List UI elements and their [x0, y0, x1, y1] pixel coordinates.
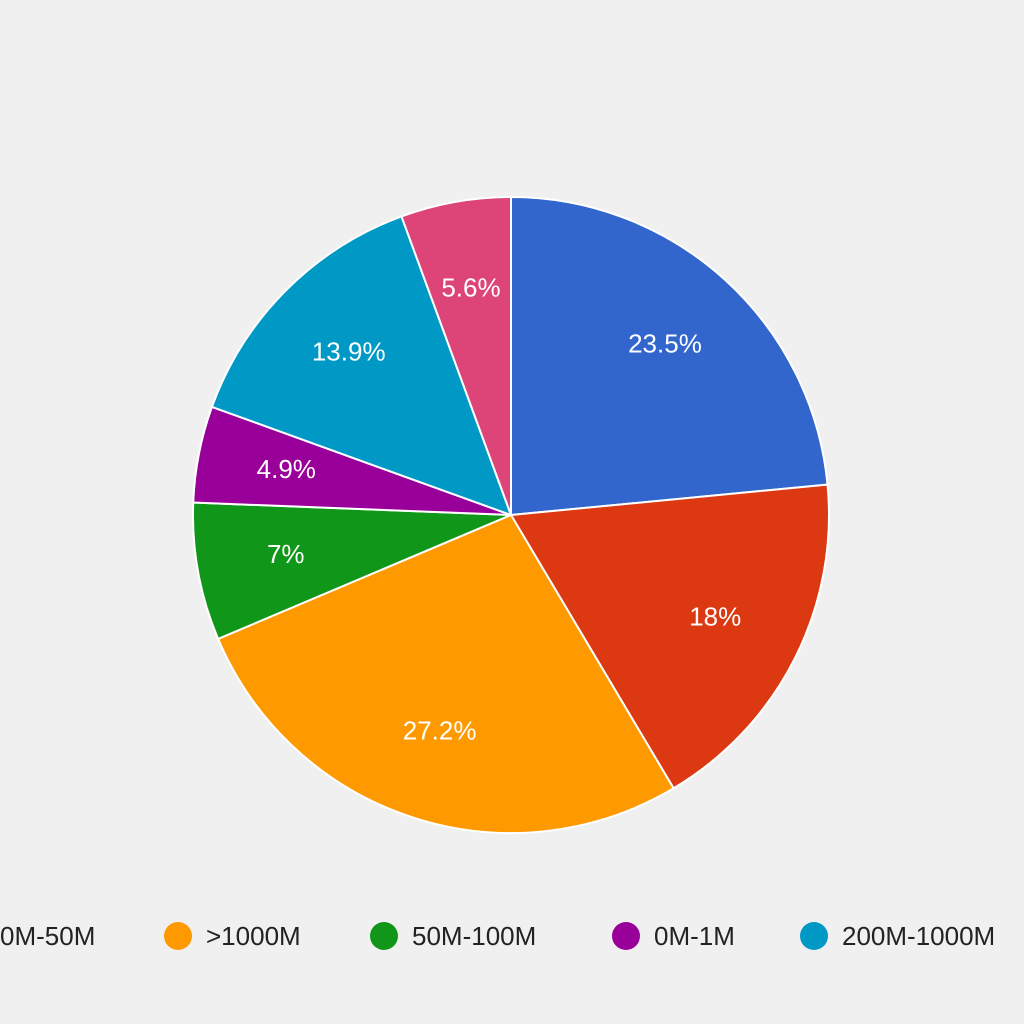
pie-slice-5[interactable] — [210, 215, 513, 517]
legend: 0M-50M >1000M 50M-100M 0M-1M 200M-1000M — [0, 912, 1024, 960]
slice-label-2: 27.2% — [403, 715, 477, 745]
slice-label-6: 5.6% — [441, 272, 500, 302]
slice-label-4: 4.9% — [257, 454, 316, 484]
slice-label-0: 23.5% — [628, 328, 702, 358]
slice-label-1: 18% — [689, 601, 741, 631]
legend-swatch — [370, 922, 398, 950]
pie-slice-1[interactable] — [509, 483, 830, 790]
legend-label: 0M-1M — [654, 920, 735, 951]
pie-slice-0[interactable] — [510, 195, 829, 517]
legend-swatch — [164, 922, 192, 950]
legend-item-2[interactable]: 50M-100M — [370, 912, 536, 960]
legend-label: 50M-100M — [412, 920, 537, 951]
legend-label: >1000M — [206, 920, 301, 951]
legend-item-1[interactable]: >1000M — [164, 912, 301, 960]
legend-swatch — [800, 922, 828, 950]
legend-label: 200M-1000M — [842, 920, 996, 951]
pie-slice-6[interactable] — [400, 195, 512, 516]
pie-slices — [192, 195, 830, 834]
pie-slice-labels: 23.5% 18% 27.2% 7% 4.9% 13.9% 5.6% — [257, 272, 742, 745]
legend-label: 0M-50M — [0, 920, 96, 951]
legend-item-3[interactable]: 0M-1M — [612, 912, 735, 960]
slice-label-3: 7% — [267, 539, 305, 569]
pie-slice-2[interactable] — [216, 513, 675, 834]
legend-swatch — [612, 922, 640, 950]
pie-slice-3[interactable] — [192, 501, 512, 641]
legend-item-4[interactable]: 200M-1000M — [800, 912, 995, 960]
legend-item-0[interactable]: 0M-50M — [0, 912, 95, 960]
slice-label-5: 13.9% — [312, 336, 386, 366]
